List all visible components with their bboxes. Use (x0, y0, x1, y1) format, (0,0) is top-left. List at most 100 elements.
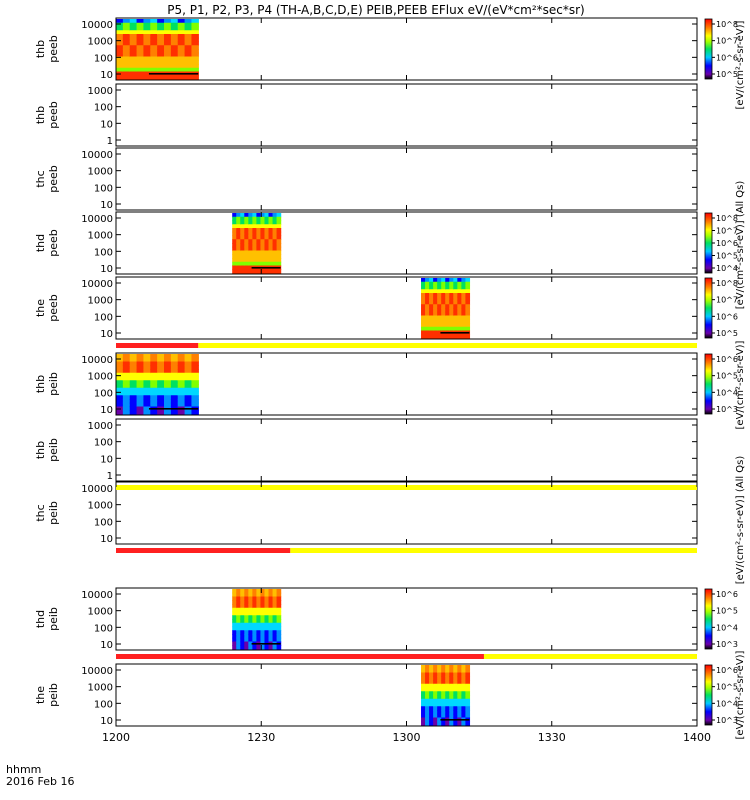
spectrogram-cell (164, 357, 172, 363)
spectrogram-cell (248, 596, 253, 601)
spectrogram-cell (236, 224, 241, 229)
spectrogram-cell (437, 315, 442, 320)
spectrogram-cell (129, 354, 138, 359)
spectrogram-cell (441, 308, 446, 313)
ytick-label: 100 (94, 388, 113, 399)
spectrogram-cell (425, 323, 430, 328)
spectrogram-cell (445, 698, 450, 704)
spectrogram-cell (453, 683, 458, 689)
spectrogram-cell (232, 231, 237, 237)
spectrogram-cell (232, 246, 237, 252)
spectrogram-cell (465, 296, 471, 302)
spectrogram-cell (425, 706, 430, 711)
spectrogram-cell (429, 293, 434, 298)
ylabel-probe: thb (34, 40, 47, 58)
spectrogram-cell (248, 600, 253, 605)
spectrogram-cell (461, 319, 467, 324)
spectrogram-cell (252, 246, 258, 252)
spectrogram-cell (272, 243, 278, 248)
ytick-label: 1 (107, 471, 113, 482)
spectrogram-cell (461, 683, 467, 689)
spectrogram-cell (191, 357, 199, 363)
spectrogram-cell (461, 680, 467, 685)
colorbar-tick-label: 10^7 (716, 296, 738, 305)
spectrogram-cell (177, 384, 186, 389)
spectrogram-cell (425, 695, 430, 700)
spectrogram-cell (191, 399, 199, 404)
spectrogram-cell (256, 250, 262, 255)
spectrogram-cell (465, 710, 471, 715)
spectrogram-cell (248, 228, 253, 233)
spectrogram-cell (441, 281, 446, 287)
spectrogram-cell (256, 228, 262, 233)
spectrogram-cell (449, 695, 454, 700)
spectrogram-cell (150, 357, 158, 363)
spectrogram-cell (453, 304, 458, 309)
spectrogram-cell (433, 706, 438, 711)
spectrogram-cell (272, 261, 278, 267)
spectrogram-cell (445, 680, 450, 685)
spectrogram-cell (449, 285, 454, 290)
spectrogram-cell (122, 357, 131, 363)
spectrogram-cell (191, 45, 199, 50)
spectrogram-cell (143, 49, 151, 54)
spectrogram-cell (191, 380, 199, 385)
spectrogram-cell (240, 645, 245, 650)
spectrogram-cell (122, 34, 131, 39)
spectrogram-cell (445, 706, 450, 711)
spectrogram-cell (461, 706, 467, 711)
spectrogram-cell (157, 357, 165, 363)
potential-trace (251, 643, 281, 645)
spectrogram-cell (129, 376, 138, 381)
ytick-label: 10 (100, 405, 113, 416)
spectrogram-cell (143, 406, 151, 411)
spectrogram-cell (433, 676, 438, 681)
spectrogram-cell (264, 622, 270, 628)
spectrogram-cell (129, 361, 138, 366)
spectrogram-cell (264, 626, 270, 631)
spectrogram-cell (191, 361, 199, 366)
spectrogram-cell (429, 311, 434, 317)
spectrogram-cell (433, 289, 438, 294)
spectrogram-cell (184, 391, 193, 396)
spectrogram-cell (232, 239, 237, 244)
spectrogram-cell (453, 713, 458, 719)
spectrogram-cell (150, 376, 158, 381)
spectrogram-cell (453, 300, 458, 305)
spectrogram-cell (170, 41, 179, 46)
spectrogram-cell (248, 592, 253, 598)
spectrogram-cell (437, 676, 442, 681)
spectrogram-cell (191, 372, 199, 378)
spectrogram-cell (465, 278, 471, 283)
panel-6-thb-peib: 10 100 1000 10000 thb peib 10^3 10^4 10^5 10^6 (34, 352, 738, 416)
spectrogram-cell (236, 600, 241, 605)
ytick-label: 10000 (81, 355, 113, 366)
spectrogram-cell (449, 281, 454, 287)
spectrogram-cell (421, 330, 426, 335)
spectrogram-cell (248, 589, 253, 594)
spectrogram-cell (425, 281, 430, 287)
ylabel-species: peeb (47, 229, 60, 257)
spectrogram-cell (256, 592, 262, 598)
spectrogram-cell (437, 717, 442, 722)
spectrogram-cell (268, 224, 274, 229)
spectrogram-cell (272, 604, 278, 609)
spectrogram-cell (143, 45, 151, 50)
spectrogram-cell (461, 334, 467, 339)
spectrogram-cell (421, 717, 426, 722)
spectrogram-cell (232, 600, 237, 605)
spectrogram-cell (437, 300, 442, 305)
colorbar (704, 212, 713, 274)
spectrogram-cell (143, 37, 151, 43)
spectrogram-cell (164, 56, 172, 61)
spectrogram-cell (157, 19, 165, 24)
spectrogram-cell (268, 592, 274, 598)
spectrogram-cell (240, 213, 245, 218)
spectrogram-cell (264, 246, 270, 252)
spectrogram-cell (433, 300, 438, 305)
spectrogram-cell (177, 26, 186, 31)
spectrogram-cell (116, 37, 124, 43)
xtick-label: 1230 (247, 731, 275, 744)
spectrogram-cell (268, 604, 274, 609)
spectrogram-cell (236, 261, 241, 267)
